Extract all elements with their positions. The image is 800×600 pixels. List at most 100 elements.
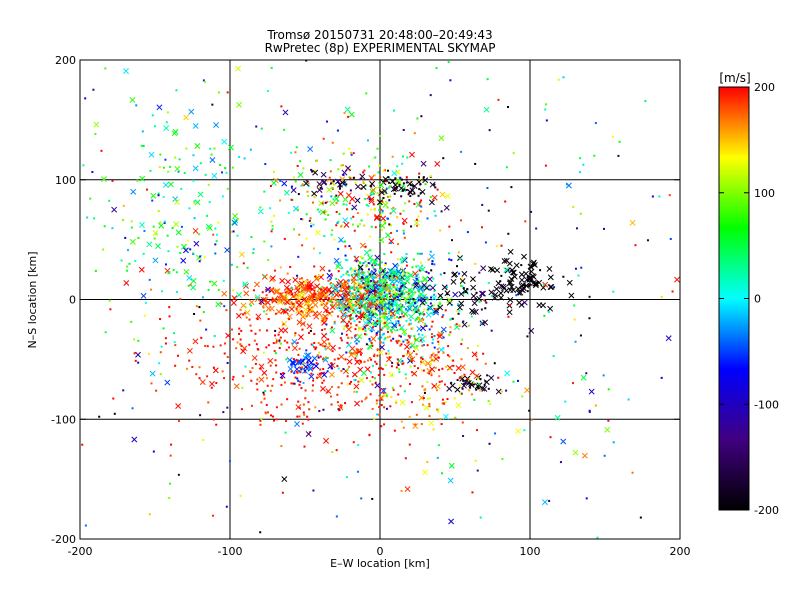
data-point-dot: [355, 324, 358, 327]
data-point-dot: [322, 358, 325, 361]
data-point-dot: [474, 298, 477, 301]
data-point-cross: [503, 287, 510, 294]
data-point-cross: [192, 165, 199, 172]
data-point-dot: [282, 372, 285, 375]
data-point-cross: [149, 370, 156, 377]
data-point-dot: [459, 258, 462, 261]
data-point-cross: [194, 199, 201, 206]
data-point-dot: [468, 382, 471, 385]
data-point-dot: [393, 274, 396, 277]
data-point-dot: [347, 320, 350, 323]
data-point-dot: [588, 317, 591, 320]
data-point-dot: [431, 336, 434, 339]
data-point-cross: [146, 241, 153, 248]
data-point-dot: [405, 290, 408, 293]
data-point-dot: [331, 451, 334, 454]
data-point-dot: [253, 289, 256, 292]
data-point-dot: [348, 279, 351, 282]
data-point-cross: [374, 254, 381, 261]
data-point-dot: [416, 316, 419, 319]
data-point-dot: [193, 217, 196, 220]
data-point-dot: [279, 292, 282, 295]
data-point-dot: [602, 227, 605, 230]
data-point-dot: [389, 212, 392, 215]
data-point-dot: [369, 297, 372, 300]
data-point-cross: [345, 165, 352, 172]
data-point-dot: [372, 203, 375, 206]
data-point-dot: [349, 189, 352, 192]
data-point-dot: [582, 163, 585, 166]
data-point-dot: [448, 355, 451, 358]
data-point-cross: [472, 308, 479, 315]
data-point-dot: [460, 150, 463, 153]
data-point-dot: [585, 497, 588, 500]
data-point-cross: [131, 436, 138, 443]
data-point-dot: [294, 332, 297, 335]
data-point-dot: [371, 326, 374, 329]
data-point-dot: [158, 166, 161, 169]
data-point-dot: [242, 375, 245, 378]
data-point-dot: [328, 312, 331, 315]
data-point-dot: [296, 341, 299, 344]
data-point-dot: [507, 232, 510, 235]
data-point-dot: [348, 350, 351, 353]
data-point-dot: [460, 392, 463, 395]
data-point-dot: [436, 389, 439, 392]
data-point-dot: [351, 207, 354, 210]
data-point-dot: [379, 134, 382, 137]
data-point-cross: [483, 106, 490, 113]
data-point-cross: [183, 114, 190, 121]
data-point-dot: [168, 482, 171, 485]
data-point-dot: [435, 67, 438, 70]
data-point-dot: [358, 340, 361, 343]
data-point-dot: [376, 413, 379, 416]
data-point-dot: [313, 346, 316, 349]
data-point-dot: [520, 264, 523, 267]
data-point-cross: [401, 256, 407, 263]
data-point-dot: [377, 292, 380, 295]
data-point-dot: [321, 344, 324, 347]
data-point-dot: [405, 377, 408, 380]
data-point-dot: [497, 98, 500, 101]
data-point-cross: [296, 319, 303, 326]
data-point-dot: [157, 210, 160, 213]
data-point-dot: [393, 429, 396, 432]
data-point-dot: [437, 410, 440, 413]
data-point-dot: [433, 334, 436, 337]
data-point-cross: [547, 274, 554, 281]
data-point-dot: [296, 360, 299, 363]
data-point-dot: [164, 337, 167, 340]
data-point-cross: [547, 284, 554, 291]
data-point-cross: [323, 437, 330, 444]
data-point-dot: [338, 213, 341, 216]
data-point-dot: [373, 323, 376, 326]
data-point-cross: [302, 306, 309, 313]
data-point-dot: [243, 157, 246, 160]
data-point-dot: [417, 299, 420, 302]
data-point-dot: [460, 277, 463, 280]
data-point-dot: [368, 198, 371, 201]
data-point-cross: [233, 383, 240, 390]
data-point-dot: [397, 364, 400, 367]
data-point-dot: [376, 192, 379, 195]
data-point-dot: [440, 210, 443, 213]
data-point-dot: [385, 313, 388, 316]
data-point-dot: [458, 309, 461, 312]
data-point-cross: [521, 299, 528, 306]
data-point-dot: [395, 288, 398, 291]
data-point-cross: [470, 293, 477, 299]
data-point-dot: [381, 307, 384, 310]
data-point-cross: [291, 339, 298, 345]
data-point-dot: [405, 181, 408, 184]
data-point-cross: [188, 108, 195, 115]
data-point-dot: [310, 168, 313, 171]
data-point-dot: [388, 297, 391, 300]
chart-subtitle: RwPretec (8p) EXPERIMENTAL SKYMAP: [265, 41, 496, 55]
data-point-cross: [209, 157, 216, 163]
data-point-dot: [287, 211, 290, 214]
data-point-dot: [375, 333, 378, 336]
data-point-dot: [152, 450, 155, 453]
data-point-dot: [323, 328, 326, 331]
data-point-dot: [388, 271, 391, 274]
data-point-dot: [149, 169, 152, 172]
